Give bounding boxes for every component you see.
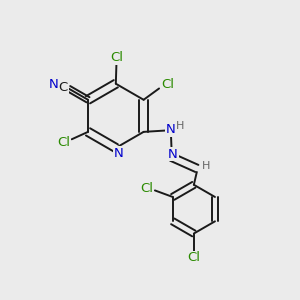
Text: N: N [48,78,58,91]
Text: N: N [113,147,123,160]
Text: Cl: Cl [140,182,153,194]
Text: H: H [202,161,210,171]
Text: C: C [59,81,68,94]
Text: N: N [166,123,176,136]
Text: N: N [168,148,178,161]
Text: Cl: Cl [57,136,70,149]
Text: Cl: Cl [187,251,200,264]
Text: H: H [176,121,184,130]
Text: Cl: Cl [110,51,123,64]
Text: Cl: Cl [161,78,174,91]
